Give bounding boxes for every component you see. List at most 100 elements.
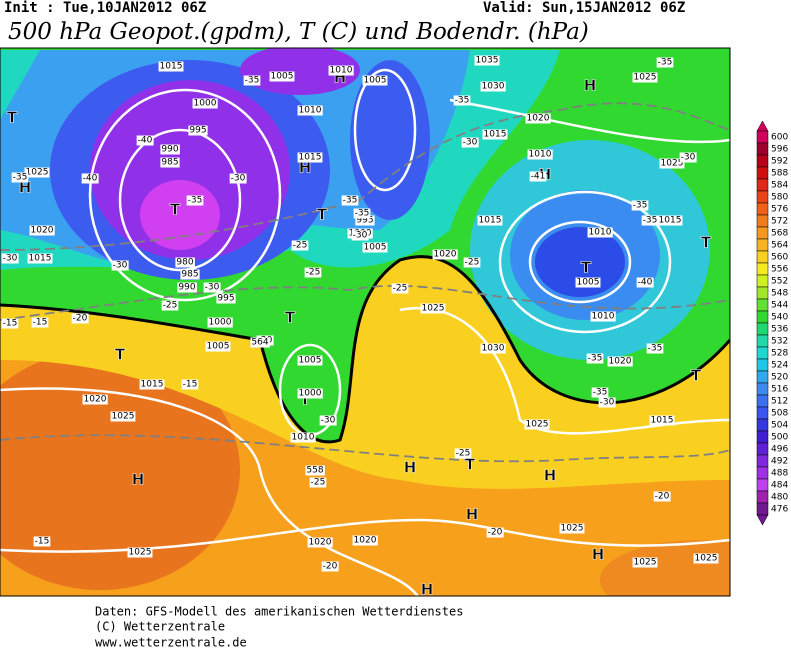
- contour-label-box: [607, 356, 633, 367]
- contour-label-box: [632, 557, 658, 568]
- contour-label-box: [328, 65, 354, 76]
- contour-label-box: [477, 215, 503, 226]
- contour-label-box: [480, 81, 506, 92]
- contour-label: -25: [465, 258, 480, 268]
- colorbar-label: 528: [771, 349, 788, 359]
- contour-label-box: [391, 283, 409, 294]
- contour-label: 995: [189, 126, 206, 136]
- contour-label: -30: [681, 153, 696, 163]
- contour-label: -35: [588, 354, 603, 364]
- contour-label: -25: [456, 449, 471, 459]
- contour-label-box: [139, 379, 165, 390]
- contour-label-box: [319, 415, 337, 426]
- contour-label: 1025: [661, 159, 684, 169]
- contour-label: -25: [311, 478, 326, 488]
- colorbar-label: 576: [771, 205, 788, 215]
- contour-label: 1025: [561, 524, 584, 534]
- colorbar-cell: [756, 154, 769, 168]
- contour-label: -40: [83, 174, 98, 184]
- colorbar-label: 524: [771, 361, 788, 371]
- contour-label-box: [290, 432, 316, 443]
- contour-label-box: [291, 240, 309, 251]
- contour-label: 1025: [26, 168, 49, 178]
- colorbar-cell: [756, 298, 769, 312]
- contour-label-box: [203, 282, 221, 293]
- contour-label: 1030: [482, 344, 505, 354]
- colorbar-label: 600: [771, 133, 788, 143]
- colorbar-label: 496: [771, 445, 788, 455]
- pressure-center: H: [584, 77, 597, 95]
- contour-label-box: [136, 135, 154, 146]
- contour-label: 1015: [160, 62, 183, 72]
- contour-label-box: [559, 523, 585, 534]
- contour-label-box: [216, 293, 236, 304]
- contour-label: 1020: [309, 538, 332, 548]
- contour-label-box: [656, 57, 674, 68]
- contour-label-box: [24, 167, 50, 178]
- colorbar-label: 500: [771, 433, 788, 443]
- colorbar-cell: [756, 226, 769, 240]
- init-time: Init : Tue,10JAN2012 06Z: [4, 0, 206, 16]
- pressure-center: T: [465, 456, 476, 474]
- colorbar-cell: [756, 346, 769, 360]
- pressure-center: H: [466, 506, 479, 524]
- contour-label-box: [188, 125, 208, 136]
- colorbar-cell: [756, 442, 769, 456]
- colorbar-cell: [756, 430, 769, 444]
- contour-label: -35: [643, 216, 658, 226]
- contour-label-box: [649, 415, 675, 426]
- contour-label: 1020: [609, 357, 632, 367]
- contour-label-box: [111, 260, 129, 271]
- contour-label-box: [453, 95, 471, 106]
- contour-label-box: [297, 355, 323, 366]
- contour-label-box: [657, 215, 683, 226]
- contour-label-box: [474, 55, 500, 66]
- footer-line: Daten: GFS-Modell des amerikanischen Wet…: [95, 605, 463, 619]
- contour-label-box: [29, 225, 55, 236]
- contour-label-box: [158, 61, 184, 72]
- contour-label: 564: [251, 338, 268, 348]
- contour-label-box: [590, 311, 616, 322]
- colorbar-label: 584: [771, 181, 788, 191]
- colorbar-cell: [756, 502, 769, 516]
- contour-label: 558: [306, 466, 323, 476]
- contour-label-box: [693, 553, 719, 564]
- contour-label-box: [304, 267, 322, 278]
- contour-label: -20: [323, 562, 338, 572]
- contour-label: -25: [163, 301, 178, 311]
- contour-label-box: [454, 448, 472, 459]
- contour-label: -41: [531, 172, 546, 182]
- contour-label: -35: [633, 201, 648, 211]
- colorbar-label: 532: [771, 337, 788, 347]
- contour-label-box: [269, 71, 295, 82]
- colorbar-cell: [756, 370, 769, 384]
- contour-label: -30: [463, 138, 478, 148]
- contour-label: 990: [178, 283, 195, 293]
- colorbar-cell: [756, 334, 769, 348]
- colorbar-label: 560: [771, 253, 788, 263]
- contour-label: 1020: [31, 226, 54, 236]
- contour-label: -35: [455, 96, 470, 106]
- contour-label: 1010: [292, 433, 315, 443]
- colorbar-label: 588: [771, 169, 788, 179]
- contour-label-box: [355, 215, 375, 226]
- contour-label: -25: [393, 284, 408, 294]
- colorbar-cell: [756, 178, 769, 192]
- contour-label: 1025: [634, 558, 657, 568]
- contour-label-box: [631, 200, 649, 211]
- colorbar-label: 484: [771, 481, 788, 491]
- contour-label-box: [527, 149, 553, 160]
- contour-label: 1015: [141, 380, 164, 390]
- contour-label-box: [243, 75, 261, 86]
- contour-label-box: [297, 152, 323, 163]
- contour-label: 990: [161, 145, 178, 155]
- colorbar-cell: [756, 202, 769, 216]
- contour-label: 995: [356, 216, 373, 226]
- colorbar-label: 596: [771, 145, 788, 155]
- pressure-center: T: [701, 234, 712, 252]
- colorbar-cell: [756, 490, 769, 504]
- contour-label-box: [27, 253, 53, 264]
- contour-label: 1005: [364, 243, 387, 253]
- colorbar-label: 568: [771, 229, 788, 239]
- contour-label-box: [463, 257, 481, 268]
